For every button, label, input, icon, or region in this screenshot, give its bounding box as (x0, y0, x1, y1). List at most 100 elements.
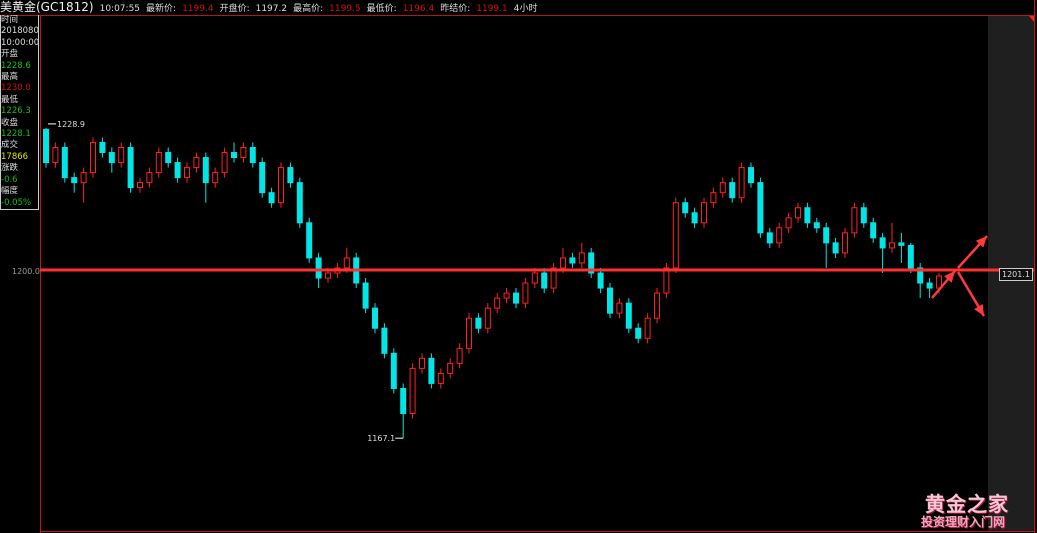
candle-body (466, 317, 472, 349)
prev-label: 昨结价: (440, 4, 471, 14)
candle (259, 157, 266, 198)
candle (889, 222, 895, 253)
candle-body (898, 242, 905, 246)
range-label: 幅度 (1, 186, 19, 197)
candle (522, 278, 529, 309)
candle-body (795, 207, 801, 219)
volume-label: 成交 (1, 140, 19, 151)
arrow-to-level-head-icon (944, 271, 955, 283)
candle (71, 172, 78, 193)
candle-body (52, 147, 59, 164)
candle (475, 313, 482, 334)
candle (419, 353, 425, 374)
open-label: 开盘价: (219, 4, 250, 14)
candle (447, 358, 454, 379)
change-value: -0.6 (1, 174, 18, 185)
candle-body (550, 267, 557, 289)
low-value: 1226.3 (1, 106, 31, 117)
candle-body (682, 202, 689, 214)
candle (118, 142, 125, 168)
candle-body (174, 162, 181, 179)
quote-header: 美黄金(GC1812) 10:07:55 最新价: 1199.4 开盘价: 1197.2 最… (0, 0, 1037, 15)
candle (287, 162, 294, 188)
candle-body (738, 167, 745, 199)
candle (503, 288, 510, 304)
candle-body (475, 317, 482, 329)
period-label[interactable]: 4小时 (513, 4, 538, 14)
open-value: 1197.2 (255, 4, 288, 14)
candle-body (137, 182, 143, 189)
candle-body (296, 182, 303, 224)
candle (785, 212, 792, 233)
candle (804, 202, 811, 228)
candle-body (90, 141, 96, 174)
candle-body (644, 317, 651, 339)
candle-body (691, 212, 698, 224)
candle (494, 293, 501, 314)
candle (710, 187, 717, 208)
candle (165, 147, 172, 168)
candle-body (813, 222, 820, 229)
candle (860, 202, 867, 228)
candle-body (654, 292, 660, 319)
candle-body (513, 292, 519, 304)
candle-body (231, 152, 237, 159)
candle (513, 288, 519, 309)
candle-body (776, 227, 783, 244)
trend-arrows (931, 235, 988, 317)
candle (635, 323, 642, 344)
watermark-logo: 黄金之家 (925, 492, 1009, 516)
candle-body (531, 272, 538, 284)
candle-body (99, 141, 106, 154)
watermark-subtitle: 投资理财入门网 (921, 515, 1006, 529)
candle-body (343, 257, 350, 269)
candle (52, 142, 59, 168)
candle-body (851, 207, 858, 234)
candle (362, 278, 369, 314)
latest-label: 最新价: (146, 4, 177, 14)
candle (315, 252, 322, 289)
candle (80, 167, 87, 203)
chart-right-border (1034, 0, 1035, 533)
candle (926, 278, 933, 299)
candle-body (597, 272, 604, 289)
candle (184, 162, 190, 183)
candle-body (701, 202, 707, 224)
low-label: 最低 (1, 94, 19, 105)
high-label: 最高 (1, 72, 19, 83)
candle-body (860, 207, 867, 224)
candle (663, 262, 670, 299)
change-label: 涨跌 (1, 163, 19, 174)
time-value: 10:00:00 (1, 37, 39, 48)
candle-body (494, 297, 501, 309)
candle-body (823, 227, 830, 244)
candle-body (635, 327, 642, 339)
candle-body (437, 372, 444, 384)
candle (456, 343, 463, 369)
candle-body (560, 257, 566, 269)
max-price-label: 1228.9 (57, 120, 85, 129)
candle (400, 383, 407, 439)
candle (231, 142, 237, 163)
candle-body (804, 207, 811, 224)
candle (409, 363, 416, 419)
candle (588, 247, 595, 279)
candle (832, 237, 839, 258)
candle (61, 142, 68, 183)
candle (654, 288, 660, 324)
candle-body (240, 147, 247, 159)
candle (569, 252, 576, 268)
candle (137, 177, 143, 193)
candle (541, 267, 548, 294)
candle-body (522, 282, 529, 304)
candle (616, 298, 623, 319)
low-value: 1196.4 (402, 4, 435, 14)
candle (644, 313, 651, 344)
candle-body (127, 147, 134, 189)
candle (607, 283, 613, 319)
candle-body (381, 327, 388, 354)
time-label: 时间 (1, 15, 19, 25)
arrow-down-head-icon (974, 303, 984, 316)
y-axis-level-label: 1200.0 (12, 267, 40, 276)
